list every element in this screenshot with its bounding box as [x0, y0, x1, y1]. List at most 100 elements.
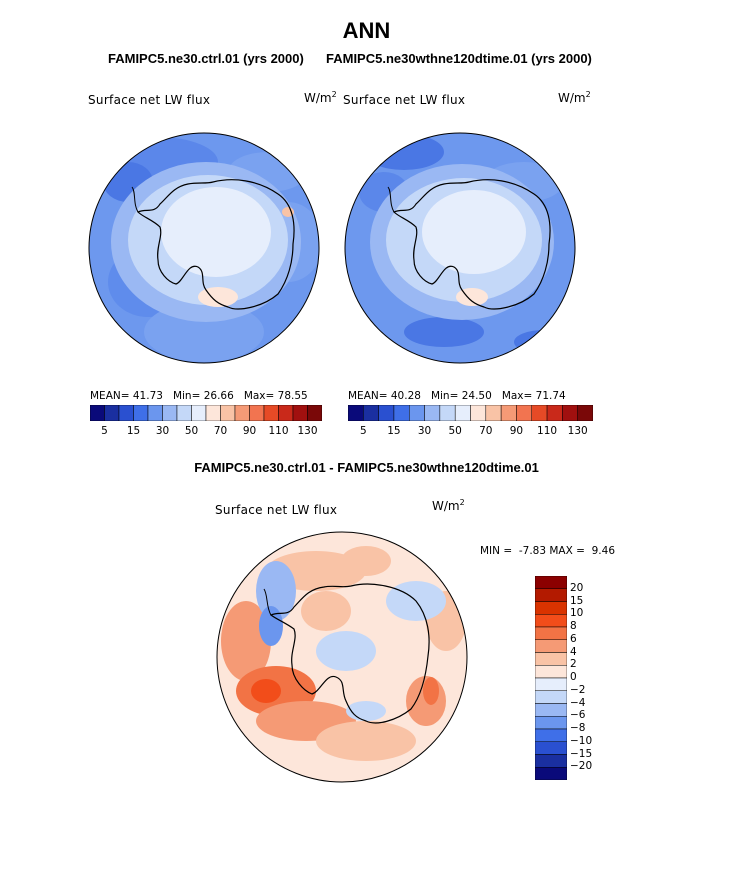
colorbar-swatch: [162, 405, 178, 421]
colorbar-tick-label: 130: [297, 425, 318, 437]
colorbar-swatch: [535, 728, 567, 742]
colorbar-tick-label: 50: [448, 425, 462, 437]
colorbar-swatch: [409, 405, 425, 421]
colorbar-swatch: [363, 405, 379, 421]
colorbar-swatch: [220, 405, 236, 421]
colorbar-difference-labels: 20 15 10 8 6 4 2 0 −2 −4 −6 −8 −10 −15 −20: [570, 576, 630, 780]
panel-a-max: 78.55: [277, 390, 308, 402]
colorbar-swatch: [562, 405, 578, 421]
colorbar-tick-label: −8: [570, 722, 586, 734]
colorbar-swatch: [147, 405, 163, 421]
colorbar-swatch: [393, 405, 410, 421]
colorbar-swatch: [535, 690, 567, 704]
colorbar-tick-label: 90: [242, 425, 257, 437]
panel-a-mean: 41.73: [132, 390, 163, 402]
colorbar-tick-label: −10: [570, 734, 593, 747]
panel-b-mean: 40.28: [390, 390, 421, 402]
colorbar-tick-label: 2: [570, 658, 577, 671]
colorbar-tick-label: 110: [268, 425, 289, 437]
difference-title: FAMIPC5.ne30.ctrl.01 - FAMIPC5.ne30wthne…: [194, 460, 539, 475]
colorbar-tick-label: −2: [570, 683, 586, 696]
colorbar-swatch: [348, 405, 364, 421]
colorbar-swatch: [249, 405, 265, 421]
colorbar-tick-label: 10: [570, 607, 584, 620]
colorbar-swatch: [234, 405, 250, 421]
colorbar-tick-label: 20: [570, 581, 584, 594]
panel-a-stats: MEAN= 41.73 Min= 26.66 Max= 78.55: [90, 390, 308, 402]
map-panel-a: [88, 132, 320, 364]
colorbar-swatch: [500, 405, 517, 421]
colorbar-swatch: [118, 405, 134, 421]
colorbar-tick-label: 4: [570, 645, 577, 658]
colorbar-tick-label: 15: [126, 425, 141, 437]
colorbar-tick-label: 30: [155, 425, 170, 437]
colorbar-swatch: [535, 767, 567, 780]
colorbar-tick-label: 130: [567, 425, 588, 437]
panel-a-variable: Surface net LW flux: [88, 93, 211, 107]
colorbar-a: [90, 405, 322, 421]
colorbar-tick-label: 6: [570, 632, 577, 645]
case-b-title: FAMIPC5.ne30wthne120dtime.01 (yrs 2000): [326, 51, 592, 66]
colorbar-swatch: [205, 405, 221, 421]
diff-min: -7.83: [518, 545, 547, 557]
colorbar-tick-label: −15: [570, 747, 593, 760]
panel-b-max: 71.74: [535, 390, 566, 402]
colorbar-swatch: [263, 405, 279, 421]
diff-variable: Surface net LW flux: [215, 503, 338, 517]
colorbar-b-labels: 5 15 30 50 70 90 110 130: [348, 425, 593, 439]
colorbar-swatch: [470, 405, 487, 421]
panel-a-min: 26.66: [203, 390, 234, 402]
colorbar-swatch: [104, 405, 120, 421]
colorbar-difference: [535, 576, 567, 780]
panel-b-variable: Surface net LW flux: [343, 93, 466, 107]
panel-b-min: 24.50: [461, 390, 492, 402]
colorbar-tick-label: 0: [570, 671, 577, 683]
colorbar-swatch: [485, 405, 502, 421]
colorbar-tick-label: 50: [184, 425, 199, 437]
colorbar-swatch: [577, 405, 593, 421]
colorbar-swatch: [191, 405, 207, 421]
colorbar-tick-label: 70: [213, 425, 228, 437]
colorbar-tick-label: 30: [417, 425, 432, 437]
colorbar-swatch: [307, 405, 322, 421]
map-panel-b: [344, 132, 576, 364]
colorbar-swatch: [535, 741, 567, 755]
colorbar-swatch: [439, 405, 456, 421]
colorbar-swatch: [535, 652, 567, 666]
colorbar-tick-label: 110: [537, 425, 558, 437]
colorbar-swatch: [535, 576, 567, 589]
colorbar-swatch: [516, 405, 532, 421]
diff-minmax: MIN = -7.83 MAX = 9.46: [480, 545, 616, 557]
colorbar-tick-label: −20: [570, 760, 593, 773]
colorbar-tick-label: 15: [387, 425, 401, 437]
colorbar-tick-label: 70: [479, 425, 493, 437]
colorbar-b: [348, 405, 593, 421]
colorbar-swatch: [535, 626, 567, 640]
diff-units: W/m2: [432, 498, 465, 513]
page-title: ANN: [342, 18, 391, 43]
colorbar-tick-label: 8: [570, 620, 577, 632]
colorbar-swatch: [535, 665, 567, 679]
panel-b-stats: MEAN= 40.28 Min= 24.50 Max= 71.74: [348, 390, 566, 402]
panel-a-units: W/m2: [304, 90, 337, 105]
colorbar-swatch: [535, 601, 567, 615]
colorbar-swatch: [535, 639, 567, 653]
colorbar-tick-label: 5: [359, 425, 367, 437]
colorbar-swatch: [546, 405, 563, 421]
colorbar-swatch: [176, 405, 192, 421]
colorbar-swatch: [133, 405, 149, 421]
colorbar-swatch: [535, 754, 567, 768]
colorbar-swatch: [535, 716, 567, 730]
colorbar-tick-label: 90: [509, 425, 524, 437]
colorbar-swatch: [90, 405, 105, 421]
colorbar-tick-label: 5: [101, 425, 108, 437]
case-a-title: FAMIPC5.ne30.ctrl.01 (yrs 2000): [108, 51, 304, 66]
colorbar-swatch: [278, 405, 294, 421]
colorbar-swatch: [535, 703, 567, 717]
colorbar-tick-label: −4: [570, 696, 586, 709]
diff-max: 9.46: [591, 545, 616, 557]
map-difference: [216, 531, 468, 783]
colorbar-swatch: [454, 405, 471, 421]
colorbar-swatch: [531, 405, 548, 421]
colorbar-swatch: [535, 588, 567, 602]
